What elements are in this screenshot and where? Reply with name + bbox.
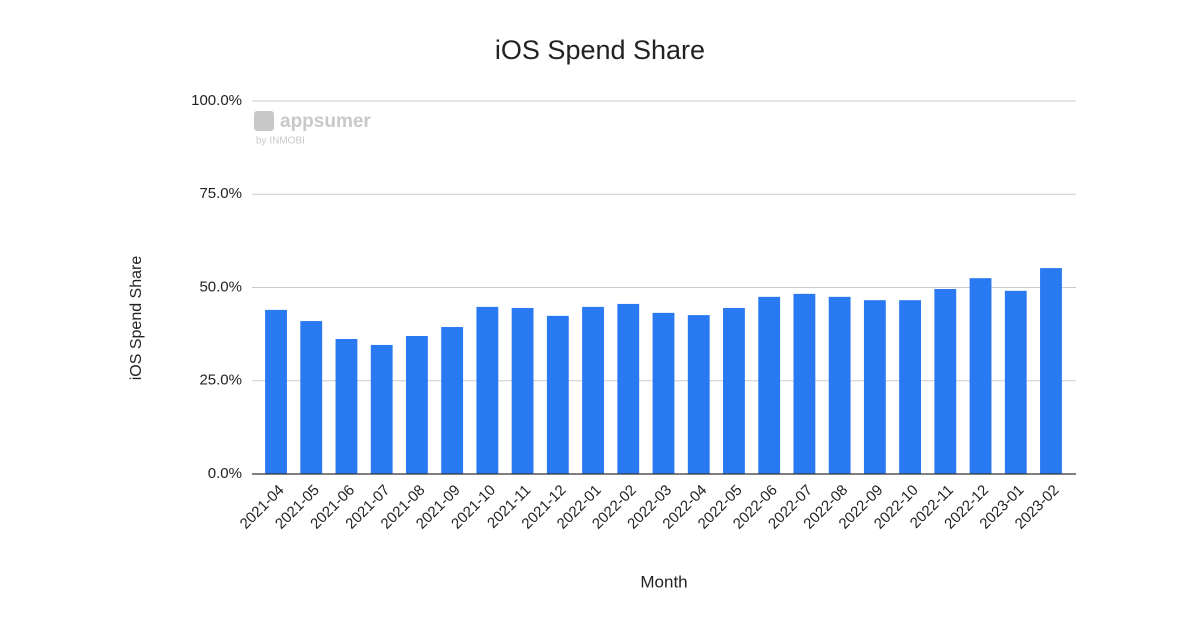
bar (617, 303, 640, 474)
bar (934, 288, 957, 474)
bar (652, 312, 675, 474)
chart-title: iOS Spend Share (495, 35, 705, 65)
bar (476, 306, 499, 474)
watermark-logo (254, 111, 274, 131)
y-tick-label: 100.0% (191, 92, 242, 109)
bar (405, 335, 428, 474)
y-tick-label: 50.0% (199, 278, 242, 295)
bar (899, 300, 922, 474)
watermark: appsumer (280, 111, 371, 132)
bar (793, 293, 816, 474)
y-tick-label: 0.0% (208, 465, 242, 482)
bar (687, 315, 710, 474)
bar (441, 327, 464, 474)
bar (1040, 268, 1062, 474)
x-axis-title: Month (640, 572, 687, 591)
bar (969, 278, 992, 474)
bar (511, 308, 534, 474)
y-axis-title: iOS Spend Share (128, 256, 145, 381)
bar (723, 308, 745, 474)
y-tick-label: 75.0% (199, 185, 242, 202)
y-tick-label: 25.0% (199, 372, 242, 389)
bar (1004, 290, 1027, 474)
bar (828, 296, 851, 474)
bar (370, 344, 393, 474)
bar (265, 309, 287, 474)
bar (335, 338, 358, 474)
bar (863, 300, 886, 474)
bar (546, 315, 569, 474)
watermark-sub: by INMOBI (256, 136, 305, 147)
bar (300, 321, 323, 474)
bar (582, 306, 604, 474)
bar (758, 296, 781, 474)
